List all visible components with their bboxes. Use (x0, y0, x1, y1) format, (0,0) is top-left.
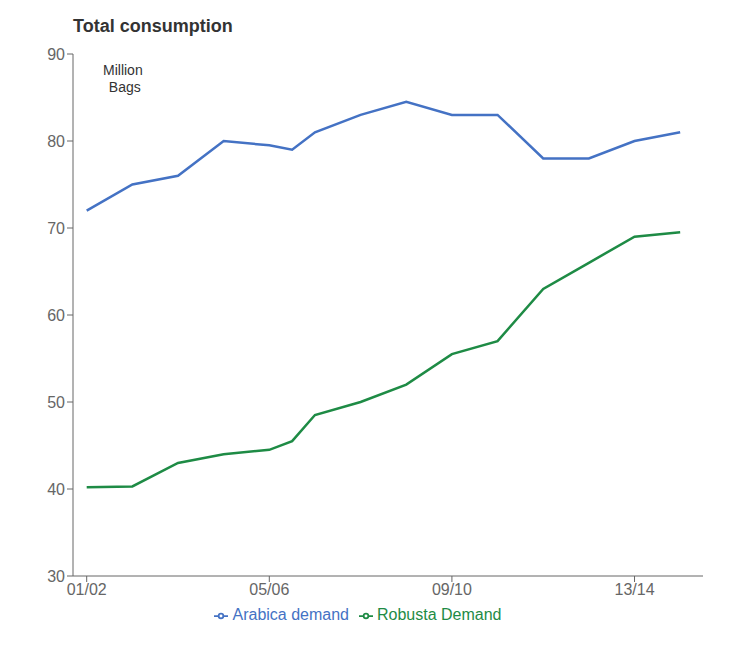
html-text:Robusta Demand: Robusta Demand (377, 606, 502, 623)
svg-text:09/10: 09/10 (432, 581, 472, 598)
html-text:Bags: Bags (104, 79, 141, 95)
svg-text:80: 80 (47, 133, 65, 150)
svg-text:13/14: 13/14 (614, 581, 654, 598)
svg-text:40: 40 (47, 481, 65, 498)
svg-text:60: 60 (47, 307, 65, 324)
svg-text:30: 30 (47, 568, 65, 585)
svg-text:50: 50 (47, 394, 65, 411)
svg-text:01/02: 01/02 (67, 581, 107, 598)
svg-text:90: 90 (47, 46, 65, 63)
html-text:Total consumption: Total consumption (73, 16, 233, 36)
svg-text:05/06: 05/06 (249, 581, 289, 598)
html-text:Arabica demand: Arabica demand (232, 606, 349, 623)
html-text:Million: Million (103, 62, 143, 78)
svg-text:70: 70 (47, 220, 65, 237)
